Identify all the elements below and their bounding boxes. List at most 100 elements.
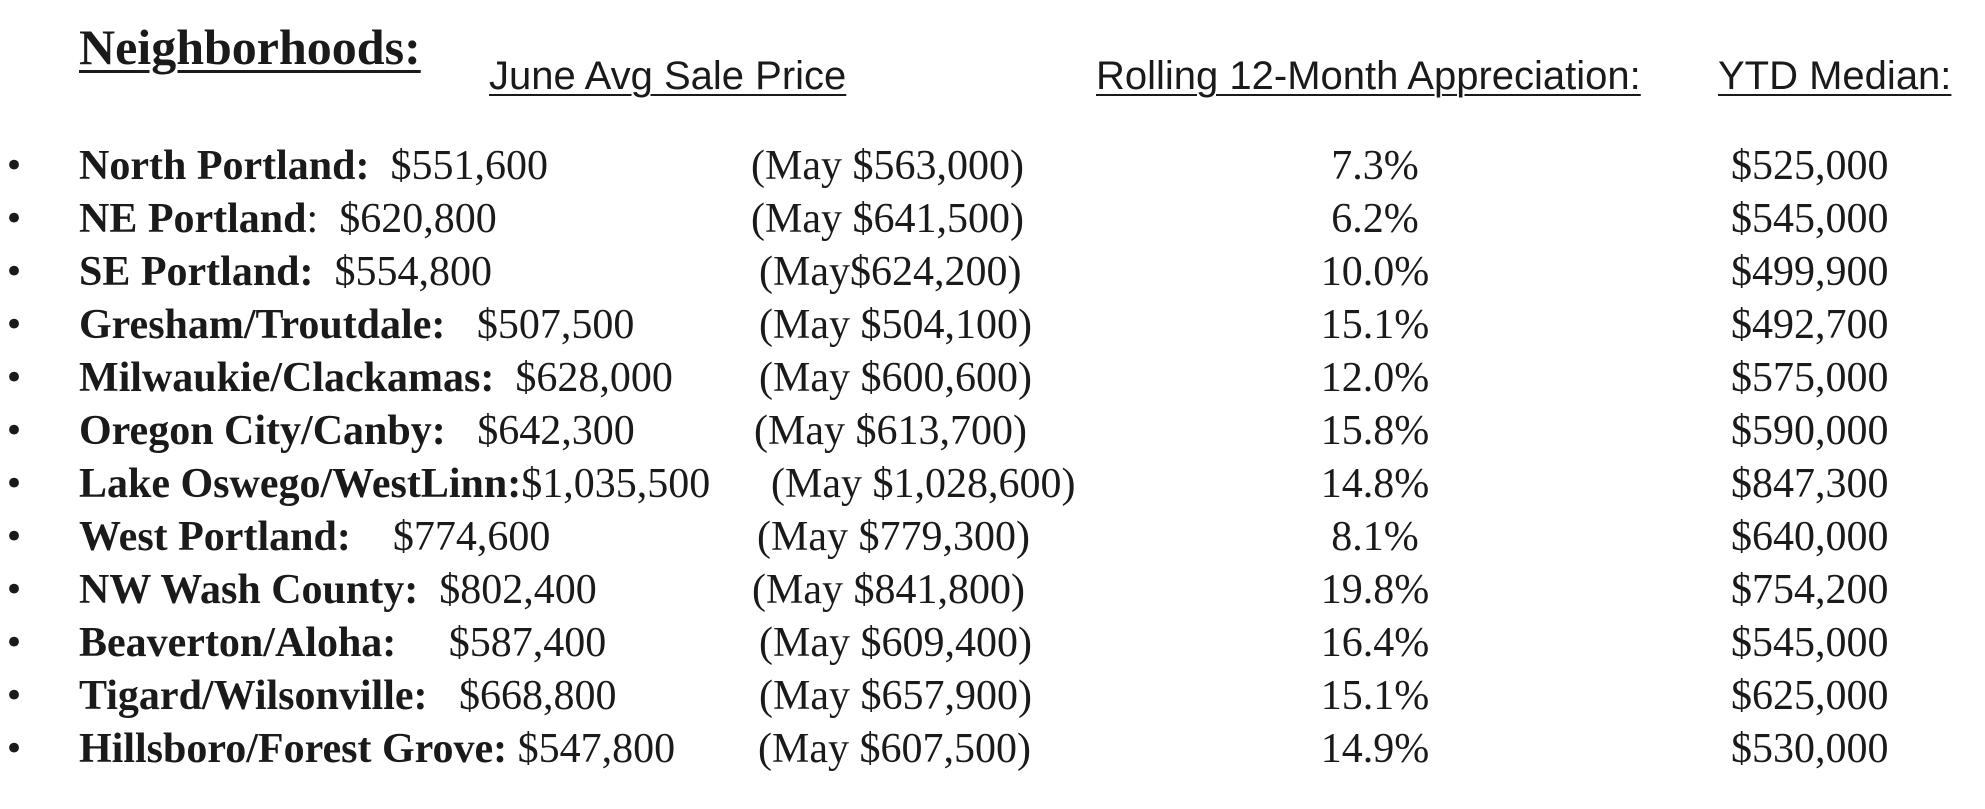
may-price: (May $641,500) — [751, 196, 1024, 242]
list-item: • Lake Oswego/WestLinn:$1,035,500 (May $… — [0, 458, 1985, 511]
june-price: $802,400 — [439, 567, 597, 613]
bullet-icon: • — [4, 305, 25, 345]
bullet-icon: • — [4, 464, 25, 504]
may-price: (May $1,028,600) — [771, 461, 1076, 507]
bullet-icon: • — [4, 676, 25, 716]
may-price: (May $657,900) — [759, 673, 1032, 719]
name-group: Milwaukie/Clackamas: $628,000 — [79, 352, 673, 405]
name-group: SE Portland: $554,800 — [79, 246, 492, 299]
appreciation-value: 14.8% — [1320, 461, 1430, 507]
appreciation-value: 14.9% — [1320, 726, 1430, 772]
name-group: Beaverton/Aloha: $587,400 — [79, 617, 606, 670]
neighborhood-name: Hillsboro/Forest Grove: — [79, 726, 508, 772]
name-group: Lake Oswego/WestLinn:$1,035,500 — [79, 458, 710, 511]
ytd-median-value: $545,000 — [1731, 196, 1889, 242]
list-item: • Gresham/Troutdale: $507,500 (May $504,… — [0, 299, 1985, 352]
name-group: Hillsboro/Forest Grove: $547,800 — [79, 723, 675, 776]
june-price: $668,800 — [459, 673, 617, 719]
june-price: $554,800 — [334, 249, 493, 295]
separator — [351, 514, 393, 560]
ytd-median-value: $754,200 — [1731, 567, 1889, 613]
june-price: $628,000 — [515, 355, 673, 401]
may-price: (May $779,300) — [757, 514, 1030, 560]
list-item: • North Portland: $551,600 (May $563,000… — [0, 140, 1985, 193]
neighborhood-name: Milwaukie/Clackamas: — [79, 355, 495, 401]
name-group: Gresham/Troutdale: $507,500 — [79, 299, 634, 352]
ytd-median-value: $525,000 — [1731, 143, 1889, 189]
appreciation-value: 6.2% — [1331, 196, 1419, 242]
may-price: (May $609,400) — [759, 620, 1032, 666]
separator: : — [306, 196, 340, 242]
may-price: (May $607,500) — [758, 726, 1031, 772]
bullet-icon: • — [4, 358, 25, 398]
neighborhood-list: • North Portland: $551,600 (May $563,000… — [0, 140, 1985, 776]
name-group: West Portland: $774,600 — [79, 511, 550, 564]
appreciation-value: 12.0% — [1320, 355, 1430, 401]
separator — [396, 620, 449, 666]
list-item: • NW Wash County: $802,400 (May $841,800… — [0, 564, 1985, 617]
name-group: NW Wash County: $802,400 — [79, 564, 597, 617]
name-group: North Portland: $551,600 — [79, 140, 548, 193]
table-header: Neighborhoods: June Avg Sale Price Rolli… — [0, 0, 1985, 120]
neighborhood-name: Beaverton/Aloha: — [79, 620, 397, 666]
bullet-icon: • — [4, 517, 25, 557]
ytd-median-value: $545,000 — [1731, 620, 1889, 666]
name-group: Tigard/Wilsonville: $668,800 — [79, 670, 617, 723]
bullet-icon: • — [4, 252, 25, 292]
bullet-icon: • — [4, 411, 25, 451]
list-item: • SE Portland: $554,800 (May$624,200) 10… — [0, 246, 1985, 299]
ytd-median-value: $499,900 — [1731, 249, 1889, 295]
june-price: $587,400 — [448, 620, 607, 666]
may-price: (May$624,200) — [759, 249, 1022, 295]
june-price: $547,800 — [517, 726, 676, 772]
separator — [369, 143, 390, 189]
ytd-median-value: $590,000 — [1731, 408, 1889, 454]
rolling-appreciation-heading: Rolling 12-Month Appreciation: — [1096, 54, 1641, 98]
list-item: • Oregon City/Canby: $642,300 (May $613,… — [0, 405, 1985, 458]
neighborhood-name: Gresham/Troutdale: — [79, 302, 446, 348]
ytd-median-value: $625,000 — [1731, 673, 1889, 719]
june-avg-heading: June Avg Sale Price — [489, 54, 847, 98]
neighborhood-name: North Portland: — [79, 143, 370, 189]
bullet-icon: • — [4, 729, 25, 769]
separator — [445, 302, 477, 348]
neighborhood-name: SE Portland: — [79, 249, 314, 295]
june-price: $551,600 — [390, 143, 548, 189]
ytd-median-value: $847,300 — [1731, 461, 1889, 507]
ytd-median-value: $492,700 — [1731, 302, 1889, 348]
may-price: (May $504,100) — [759, 302, 1032, 348]
neighborhood-name: West Portland: — [79, 514, 351, 560]
separator — [507, 726, 518, 772]
appreciation-value: 15.8% — [1320, 408, 1430, 454]
neighborhood-name: Lake Oswego/WestLinn: — [79, 461, 522, 507]
appreciation-value: 16.4% — [1320, 620, 1430, 666]
june-price: $774,600 — [392, 514, 551, 560]
june-price: $642,300 — [477, 408, 635, 454]
may-price: (May $841,800) — [752, 567, 1025, 613]
separator — [428, 673, 460, 719]
bullet-icon: • — [4, 199, 25, 239]
may-price: (May $613,700) — [754, 408, 1027, 454]
neighborhood-name: Tigard/Wilsonville: — [79, 673, 428, 719]
ytd-median-value: $575,000 — [1731, 355, 1889, 401]
list-item: • Milwaukie/Clackamas: $628,000 (May $60… — [0, 352, 1985, 405]
list-item: • West Portland: $774,600 (May $779,300)… — [0, 511, 1985, 564]
list-item: • Hillsboro/Forest Grove: $547,800 (May … — [0, 723, 1985, 776]
list-item: • NE Portland: $620,800 (May $641,500) 6… — [0, 193, 1985, 246]
neighborhood-name: NE Portland — [79, 196, 307, 242]
june-price: $1,035,500 — [521, 461, 711, 507]
list-item: • Beaverton/Aloha: $587,400 (May $609,40… — [0, 617, 1985, 670]
bullet-icon: • — [4, 623, 25, 663]
bullet-icon: • — [4, 146, 25, 186]
name-group: Oregon City/Canby: $642,300 — [79, 405, 635, 458]
ytd-median-value: $640,000 — [1731, 514, 1889, 560]
neighborhood-name: NW Wash County: — [79, 567, 419, 613]
ytd-median-value: $530,000 — [1731, 726, 1889, 772]
june-price: $507,500 — [476, 302, 635, 348]
may-price: (May $563,000) — [751, 143, 1024, 189]
separator — [314, 249, 335, 295]
appreciation-value: 10.0% — [1320, 249, 1430, 295]
name-group: NE Portland: $620,800 — [79, 193, 497, 246]
ytd-median-heading: YTD Median: — [1718, 54, 1952, 98]
appreciation-value: 15.1% — [1320, 302, 1430, 348]
